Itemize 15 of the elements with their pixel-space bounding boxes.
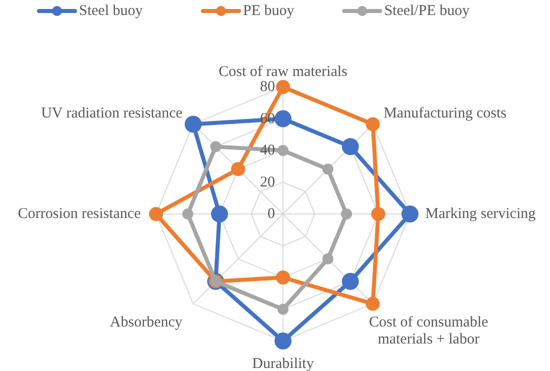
legend-label: Steel buoy [79,3,144,19]
legend-label: Steel/PE buoy [384,3,470,19]
spoke-label: Marking servicing [425,206,536,222]
spoke-label: Cost of raw materials [218,64,348,80]
spoke-label: Absorbency [110,314,183,331]
legend-label: PE buoy [243,3,295,19]
y-tick-label: 80 [260,79,275,95]
y-tick-label: 60 [260,110,275,127]
spoke-label: Durability [252,356,314,371]
spoke-label: Cost of consumable materials + labor [369,314,488,348]
spoke-label: UV radiation resistance [41,105,183,122]
spoke-label: Manufacturing costs [384,105,507,122]
spoke-label: Corrosion resistance [18,206,142,222]
y-tick-label: 20 [260,174,275,190]
y-tick-label: 0 [268,206,275,222]
